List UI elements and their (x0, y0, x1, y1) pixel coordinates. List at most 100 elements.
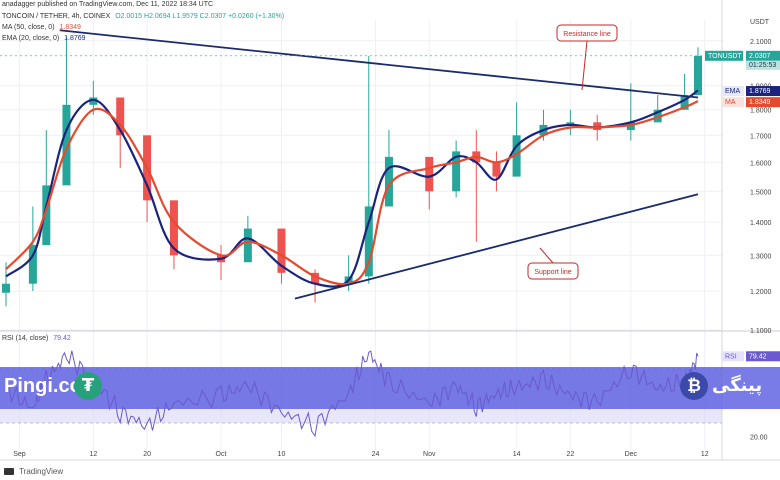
x-tick-0: Sep (13, 451, 26, 458)
support-callout-pointer (539, 247, 554, 264)
annotations: Resistance line Support line (527, 24, 618, 280)
y-tick-4: 1.6000 (750, 160, 772, 167)
rsi-value-tag-text: 79.42 (749, 353, 767, 360)
trendlines (0, 29, 722, 300)
last-price-tag-bg (746, 50, 780, 61)
candle-body-1 (28, 245, 37, 284)
ohlc-values: O2.0015 H2.0694 L1.9579 C2.0307 +0.0260 … (115, 13, 285, 20)
ma-legend: MA (50, close, 0) 1.8349 (2, 24, 84, 31)
y-tick-7: 1.3000 (750, 253, 772, 260)
last-price-symbol-tag-bg (705, 50, 743, 61)
candle-body-5 (116, 97, 125, 136)
support-line (294, 193, 699, 300)
x-tick-6: Nov (423, 451, 436, 458)
candle-body-9 (243, 228, 252, 263)
ma-name-tag-text: MA (725, 99, 736, 106)
tradingview-footer[interactable]: TradingView (4, 467, 63, 476)
candle-body-23 (626, 122, 635, 131)
ema-legend: EMA (20, close, 0) 1.8769 (2, 35, 89, 42)
brand-stripe (0, 367, 780, 409)
candle-body-2 (42, 185, 51, 246)
bitcoin-logo: ₿ (680, 372, 708, 400)
y-tick-2: 1.8000 (750, 108, 772, 115)
tether-logo: ₮ (74, 372, 102, 400)
x-axis: Sep 12 20 Oct 10 24 Nov 14 22 Dec 12 (13, 451, 709, 458)
rsi-legend-value: 79.42 (53, 335, 71, 342)
rsi-legend: RSI (14, close) 79.42 (2, 335, 74, 342)
rsi-value-tag-bg (746, 351, 780, 362)
x-tick-8: 22 (566, 451, 574, 458)
rsi-name-tag-bg (722, 351, 744, 362)
resistance-callout-label: Resistance line (563, 31, 611, 38)
ma-legend-label: MA (50, close, 0) (2, 24, 55, 31)
x-tick-9: Dec (625, 451, 638, 458)
y-tick-5: 1.5000 (750, 189, 772, 196)
ema-name-tag-text: EMA (725, 88, 741, 95)
price-tags: TONUSDT 2.0307 01:25:53 EMA 1.8769 MA 1.8349 RS… (705, 50, 780, 362)
candle-body-19 (512, 135, 521, 177)
ema-line (5, 89, 699, 288)
countdown-tag-text: 01:25:53 (749, 62, 776, 69)
candle-body-21 (566, 122, 575, 125)
ma-line (5, 100, 699, 286)
ma-legend-value: 1.8349 (59, 24, 81, 31)
brand-right: پینگی (712, 375, 762, 396)
candles-layer (2, 36, 702, 307)
x-tick-2: 20 (143, 451, 151, 458)
support-callout-label: Support line (534, 269, 571, 276)
rsi-y-tick-0: 20.00 (750, 435, 768, 442)
y-tick-6: 1.4000 (750, 220, 772, 227)
candle-body-26 (694, 55, 702, 96)
candle-body-15 (425, 156, 434, 192)
candle-body-25 (680, 95, 689, 110)
ema-name-tag-bg (722, 86, 744, 97)
y-tick-9: 1.1000 (750, 328, 772, 335)
candle-body-3 (62, 104, 71, 186)
rsi-line-layer (5, 350, 699, 438)
candle-body-11 (311, 272, 320, 284)
symbol-line: TONCOIN / TETHER, 4h, COINEX O2.0015 H2.… (2, 13, 287, 20)
ema-value-tag-text: 1.8769 (749, 88, 771, 95)
resistance-line (59, 29, 699, 99)
y-tick-0: 2.1000 (750, 39, 772, 46)
last-price-tag-text: 2.0307 (749, 53, 771, 60)
candle-body-10 (277, 228, 286, 273)
y-tick-3: 1.7000 (750, 133, 772, 140)
tradingview-icon (4, 468, 14, 476)
rsi-line (5, 350, 699, 438)
ema-legend-value: 1.8769 (64, 35, 86, 42)
x-tick-10: 12 (701, 451, 709, 458)
x-tick-1: 12 (89, 451, 97, 458)
x-tick-4: 10 (278, 451, 286, 458)
y-tick-8: 1.2000 (750, 289, 772, 296)
y-axis-unit: USDT (750, 19, 770, 26)
ema-value-tag-bg (746, 86, 780, 97)
candle-body-4 (89, 97, 98, 105)
published-note: anadagger published on TradingView.com, … (2, 1, 214, 8)
brand-right-text: پینگی (712, 375, 763, 396)
candle-body-18 (492, 162, 501, 177)
candle-body-24 (653, 109, 662, 123)
brand-left: Pingi.co (4, 375, 82, 398)
x-tick-3: Oct (216, 451, 227, 458)
x-tick-7: 14 (513, 451, 521, 458)
rsi-name-tag-text: RSI (725, 353, 737, 360)
tradingview-label: TradingView (19, 467, 64, 476)
ma-value-tag-bg (746, 97, 780, 108)
candle-body-16 (452, 151, 461, 192)
candle-body-0 (2, 283, 10, 293)
candle-body-14 (384, 156, 393, 207)
ema-legend-label: EMA (20, close, 0) (2, 35, 60, 42)
x-tick-5: 24 (372, 451, 380, 458)
rsi-legend-label: RSI (14, close) (2, 335, 49, 342)
symbol-title: TONCOIN / TETHER, 4h, COINEX (2, 13, 111, 20)
candle-body-13 (364, 206, 373, 277)
countdown-tag-bg (746, 60, 780, 70)
moving-averages (5, 89, 699, 288)
candle-body-7 (169, 200, 178, 256)
rsi-band (0, 367, 780, 424)
last-price-symbol-tag-text: TONUSDT (708, 53, 742, 60)
resistance-callout-pointer (581, 40, 588, 91)
ma-name-tag-bg (722, 97, 744, 108)
